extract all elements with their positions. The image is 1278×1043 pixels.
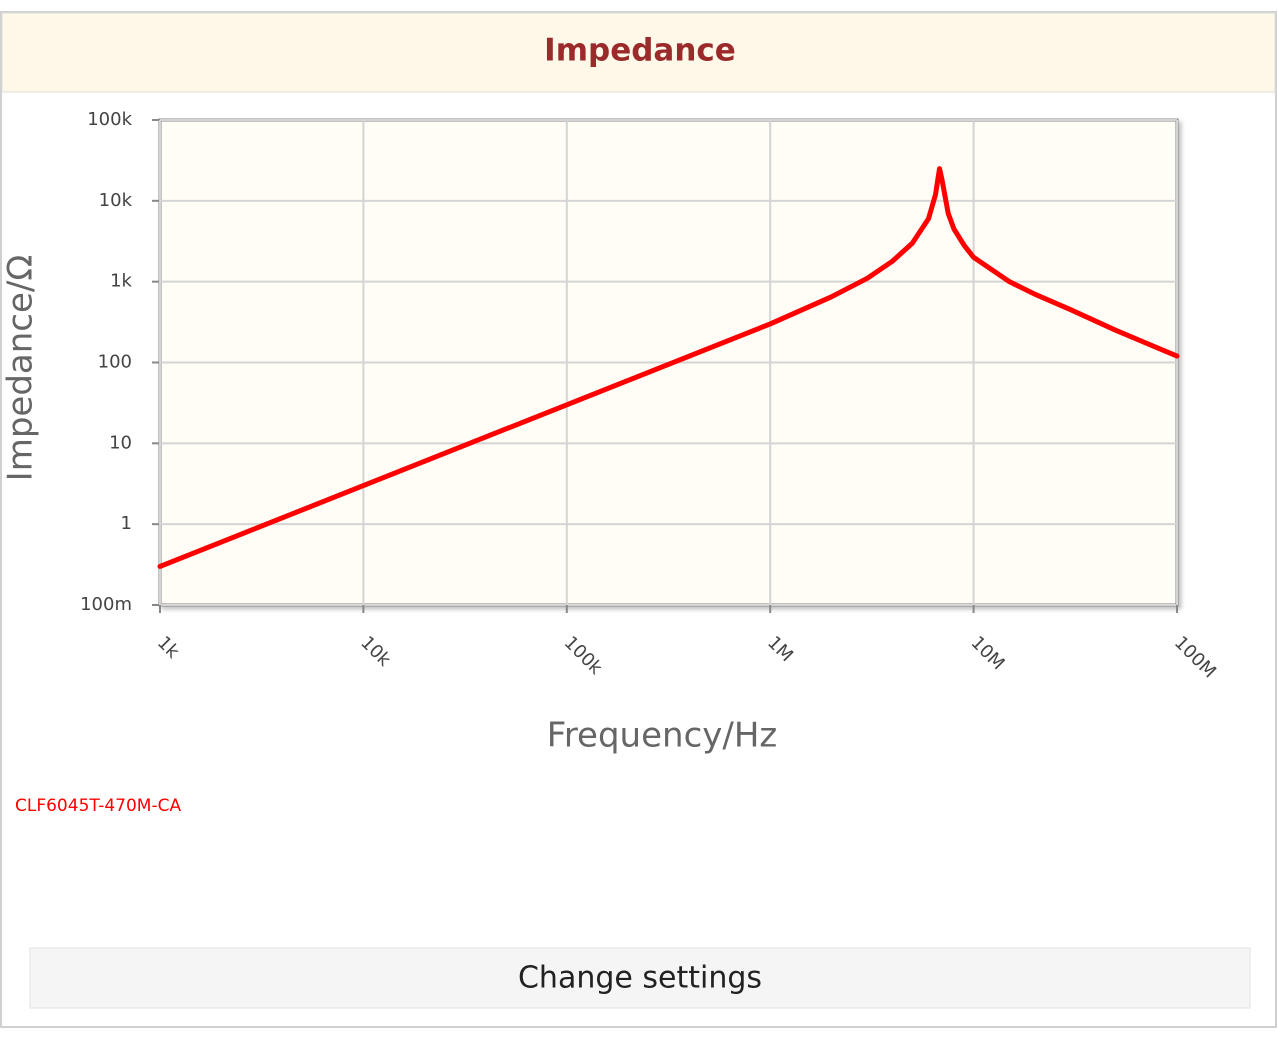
- button-label[interactable]: Change settings: [518, 961, 762, 996]
- header: [1, 12, 1276, 93]
- legend-entry: CLF6045T-470M-CA: [15, 796, 181, 816]
- series-line: [157, 166, 1180, 569]
- x-axis-label: Frequency/Hz: [547, 716, 778, 756]
- y-tick-label: 10k: [99, 190, 133, 211]
- y-tick-label: 100k: [87, 109, 132, 130]
- y-tick-label: 100m: [80, 594, 132, 615]
- change-settings-button[interactable]: [29, 947, 1251, 1009]
- chart-title: Impedance: [544, 33, 736, 69]
- y-tick-label: 1k: [110, 271, 132, 292]
- y-tick-label: 10: [109, 432, 132, 453]
- y-axis-label: Impedance/Ω: [1, 255, 41, 482]
- y-tick-label: 100: [98, 352, 132, 373]
- y-tick-label: 1: [121, 513, 132, 534]
